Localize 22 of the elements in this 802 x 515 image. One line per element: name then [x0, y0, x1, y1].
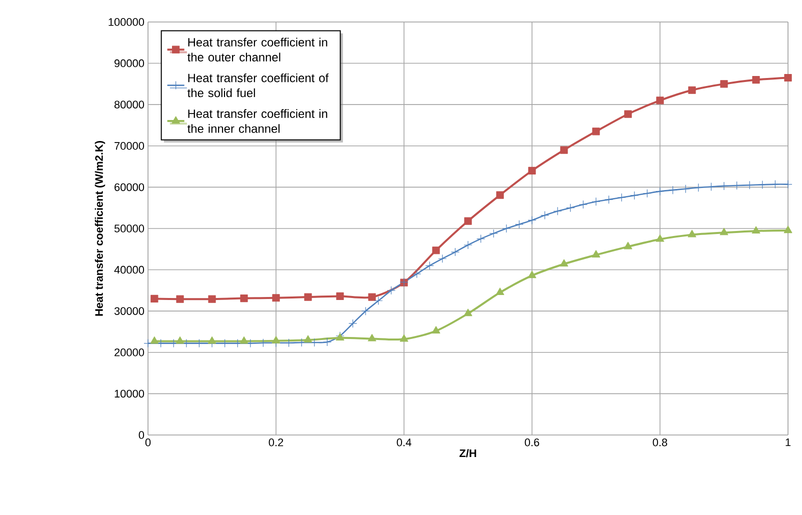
y-tick-label: 70000: [114, 142, 144, 150]
y-tick-label: 60000: [114, 183, 144, 192]
x-tick-label: 0.2: [268, 438, 284, 446]
y-tick-label: 30000: [114, 307, 144, 315]
legend-label: Heat transfer coefficient in the inner channel: [187, 109, 328, 133]
legend-label: Heat transfer coefficient in the outer channel: [187, 38, 328, 62]
y-tick-label: 100000: [108, 18, 144, 26]
x-tick-label: 1: [786, 438, 791, 446]
y-axis-title: Heat transfer coefficient (W/m2.K): [94, 141, 106, 316]
x-axis-title: Z/H: [460, 449, 476, 458]
y-tick-label: 0: [138, 431, 144, 439]
x-tick-label: 0: [145, 438, 151, 446]
x-tick-label: 0.8: [652, 438, 668, 446]
legend-label: Heat transfer coefficient of the solid fuel: [187, 73, 329, 98]
y-tick-label: 40000: [114, 266, 144, 274]
x-tick-label: 0.6: [524, 438, 540, 446]
y-tick-label: 80000: [114, 100, 144, 108]
x-tick-label: 0.4: [396, 438, 412, 446]
y-tick-label: 20000: [114, 348, 144, 356]
y-tick-label: 10000: [114, 390, 144, 398]
y-tick-label: 90000: [114, 59, 144, 68]
y-tick-label: 50000: [114, 224, 144, 232]
